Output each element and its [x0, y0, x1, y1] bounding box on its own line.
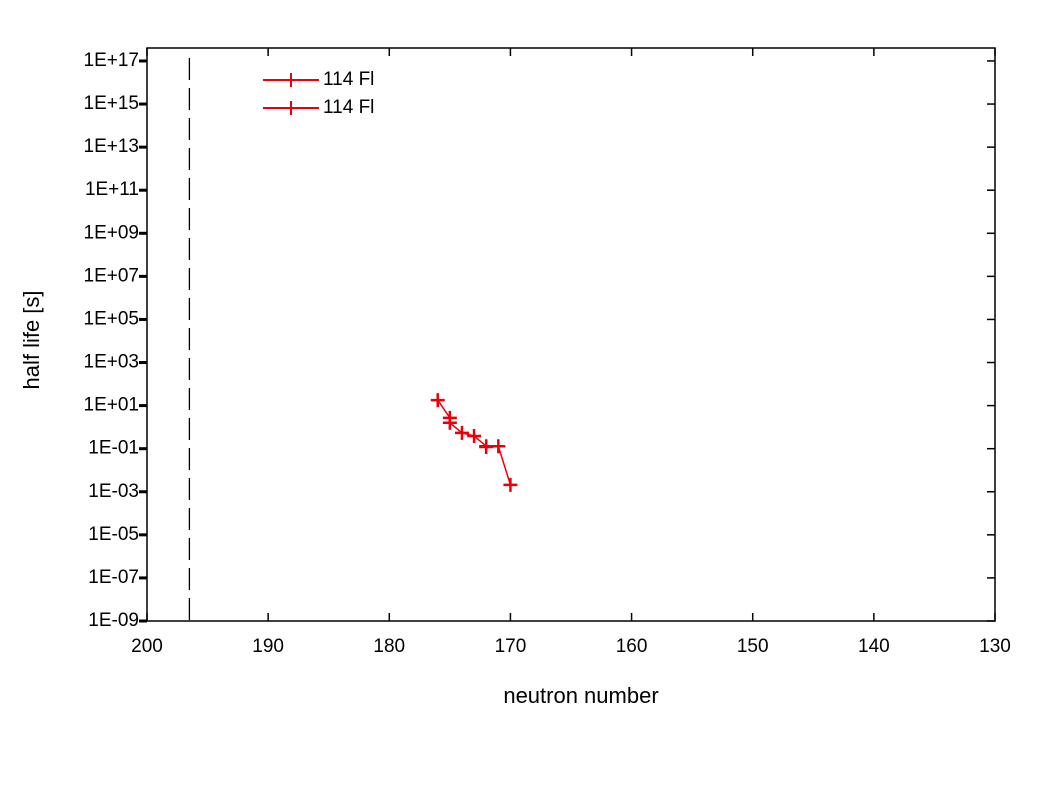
x-tick-label: 170 — [495, 636, 527, 657]
legend-label: 114 Fl — [323, 97, 374, 118]
data-point — [479, 439, 494, 454]
y-tick-label: 1E+07 — [84, 265, 139, 286]
y-tick-label: 1E+09 — [84, 222, 139, 243]
x-tick-label: 180 — [373, 636, 405, 657]
x-tick-label: 150 — [737, 636, 769, 657]
data-point — [467, 428, 482, 443]
data-point — [454, 425, 469, 440]
x-tick-label: 130 — [979, 636, 1011, 657]
data-point — [442, 415, 457, 430]
x-axis-title: neutron number — [503, 683, 658, 708]
x-tick-label: 190 — [252, 636, 284, 657]
legend-label: 114 Fl — [323, 69, 374, 90]
y-tick-label: 1E+17 — [84, 50, 139, 71]
legend-marker — [284, 73, 298, 87]
y-tick-label: 1E-07 — [88, 567, 139, 588]
data-point — [491, 439, 506, 454]
y-tick-label: 1E+13 — [84, 136, 139, 157]
legend-marker — [284, 101, 298, 115]
y-tick-label: 1E-05 — [88, 524, 139, 545]
y-tick-label: 1E-09 — [88, 610, 139, 631]
y-axis-title: half life [s] — [19, 290, 44, 389]
y-tick-label: 1E-03 — [88, 481, 139, 502]
data-point — [430, 393, 445, 408]
data-point — [503, 477, 518, 492]
x-tick-label: 200 — [131, 636, 163, 657]
plot-frame — [146, 47, 996, 622]
y-tick-label: 1E+05 — [84, 308, 139, 329]
y-tick-label: 1E+15 — [84, 93, 139, 114]
y-tick-label: 1E+03 — [84, 352, 139, 373]
x-tick-label: 160 — [616, 636, 648, 657]
y-tick-label: 1E+11 — [85, 179, 139, 200]
x-tick-label: 140 — [858, 636, 890, 657]
y-tick-label: 1E-01 — [88, 438, 139, 459]
y-tick-label: 1E+01 — [84, 395, 139, 416]
